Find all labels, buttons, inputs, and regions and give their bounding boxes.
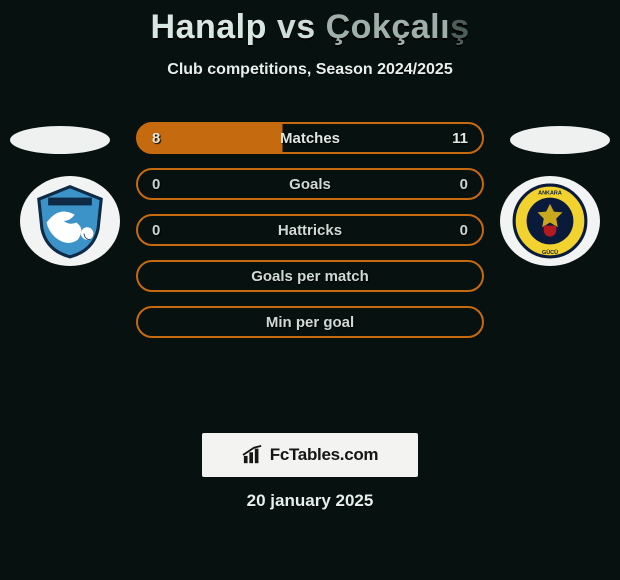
stat-left-value: 0: [152, 176, 160, 193]
player1-name: Hanalp: [151, 8, 267, 46]
stat-row-goals: 0 Goals 0: [136, 168, 484, 200]
stat-label: Hattricks: [138, 222, 482, 239]
page-title: Hanalp vs Çokçalış: [0, 0, 620, 47]
subtitle: Club competitions, Season 2024/2025: [0, 61, 620, 79]
svg-text:ANKARA: ANKARA: [538, 190, 562, 196]
club-badge-left: [20, 176, 120, 266]
player2-shadow-ellipse: [510, 126, 610, 154]
ankaragucu-badge-icon: ANKARA GÜCÜ: [508, 182, 592, 260]
stat-row-matches: 8 Matches 11: [136, 122, 484, 154]
stat-row-hattricks: 0 Hattricks 0: [136, 214, 484, 246]
stat-label: Goals: [138, 176, 482, 193]
club-badge-right: ANKARA GÜCÜ: [500, 176, 600, 266]
stat-right-value: 0: [460, 176, 468, 193]
bar-chart-icon: [242, 445, 264, 465]
stat-label: Min per goal: [138, 314, 482, 331]
stat-label: Matches: [138, 130, 482, 147]
stat-row-min-per-goal: Min per goal: [136, 306, 484, 338]
branding-box[interactable]: FcTables.com: [202, 433, 418, 477]
stat-left-value: 0: [152, 222, 160, 239]
stat-right-value: 0: [460, 222, 468, 239]
stats-panel: 8 Matches 11 0 Goals 0 0 Hattricks 0 Goa…: [136, 122, 484, 352]
svg-text:GÜCÜ: GÜCÜ: [542, 249, 558, 256]
erzurumspor-badge-icon: [28, 182, 112, 260]
stat-row-goals-per-match: Goals per match: [136, 260, 484, 292]
stat-right-value: 11: [452, 130, 468, 147]
branding-text: FcTables.com: [270, 445, 379, 465]
footer-date: 20 january 2025: [0, 491, 620, 511]
stat-left-value: 8: [152, 130, 160, 147]
player2-name: Çokçalış: [326, 8, 470, 46]
stat-label: Goals per match: [138, 268, 482, 285]
vs-separator: vs: [277, 8, 316, 46]
player1-shadow-ellipse: [10, 126, 110, 154]
